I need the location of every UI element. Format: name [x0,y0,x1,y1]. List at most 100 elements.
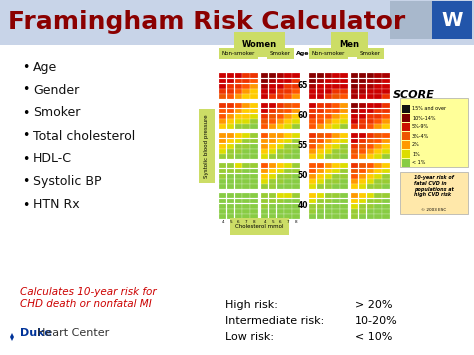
Bar [261,193,268,198]
Bar [219,124,227,129]
Bar [242,94,250,99]
Bar [261,169,268,173]
Bar [242,138,250,143]
Bar [317,169,324,173]
Bar [250,119,257,124]
Bar [219,114,227,119]
Bar [382,124,390,129]
Text: 10-20%: 10-20% [355,316,398,326]
Bar [269,89,276,94]
Bar [366,94,374,99]
Text: 65: 65 [298,82,308,91]
Bar [359,89,366,94]
Bar [317,84,324,89]
Bar [374,184,382,189]
Bar [332,138,340,143]
Bar [284,154,292,159]
Bar [235,198,242,203]
Bar [359,198,366,203]
Bar [269,124,276,129]
Bar [227,169,234,173]
Bar [340,133,347,138]
Bar [219,84,227,89]
Bar [359,119,366,124]
Bar [351,163,358,168]
Bar [261,94,268,99]
Text: Duke: Duke [20,328,52,338]
Bar [309,179,317,184]
Bar [242,198,250,203]
Bar [250,109,257,113]
Bar [227,103,234,108]
Bar [269,184,276,189]
Bar [309,119,317,124]
Bar [227,193,234,198]
Bar [374,73,382,78]
Bar [309,73,317,78]
Bar [227,214,234,219]
Bar [277,124,284,129]
Bar [317,109,324,113]
Text: Smoker: Smoker [360,51,381,56]
Bar [277,109,284,113]
Bar [269,144,276,149]
Bar [366,144,374,149]
Bar [382,169,390,173]
Bar [325,144,332,149]
Bar [250,198,257,203]
Bar [219,103,227,108]
Bar [351,109,358,113]
Text: 5%-9%: 5%-9% [412,125,429,130]
Text: 60: 60 [298,111,308,120]
Bar [374,89,382,94]
Bar [382,84,390,89]
Bar [269,214,276,219]
Bar [382,119,390,124]
Bar [284,114,292,119]
Bar [317,94,324,99]
Bar [332,114,340,119]
Bar [332,149,340,154]
Text: 40: 40 [298,202,308,211]
Bar [227,84,234,89]
Bar [235,73,242,78]
Bar [332,73,340,78]
Bar [309,169,317,173]
Bar [269,84,276,89]
Bar [292,193,300,198]
Bar [227,109,234,113]
Bar [374,174,382,179]
Bar [366,84,374,89]
Bar [227,78,234,83]
Bar [284,119,292,124]
Bar [317,124,324,129]
Bar [227,163,234,168]
Bar [227,124,234,129]
Bar [277,119,284,124]
Text: •: • [22,60,29,73]
Bar [284,109,292,113]
Text: •: • [22,83,29,97]
Bar [292,144,300,149]
Bar [227,184,234,189]
Bar [366,163,374,168]
Bar [340,89,347,94]
Bar [340,109,347,113]
Bar [351,184,358,189]
Text: 55: 55 [298,142,308,151]
Bar [340,114,347,119]
Bar [332,179,340,184]
Bar [235,214,242,219]
Bar [340,209,347,214]
Bar [250,78,257,83]
Bar [351,169,358,173]
Bar [269,209,276,214]
Polygon shape [10,333,14,341]
Bar [292,179,300,184]
Text: Gender: Gender [33,83,79,97]
Bar [351,119,358,124]
Text: 10%-14%: 10%-14% [412,115,436,120]
Bar [284,209,292,214]
Bar [309,204,317,209]
Bar [366,103,374,108]
